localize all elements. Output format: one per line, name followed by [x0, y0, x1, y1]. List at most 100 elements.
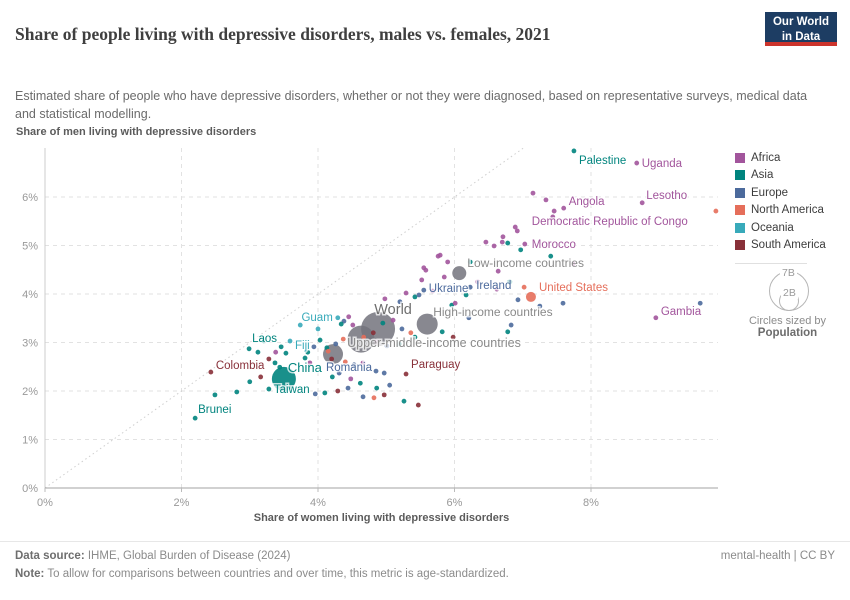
- entity-label-brunei[interactable]: Brunei: [197, 403, 233, 418]
- data-point-romania[interactable]: [373, 368, 379, 374]
- data-point-ukraine[interactable]: [421, 287, 427, 293]
- data-point[interactable]: [325, 348, 331, 354]
- data-point[interactable]: [381, 392, 387, 398]
- data-point[interactable]: [305, 349, 311, 355]
- data-point[interactable]: [518, 247, 524, 253]
- data-point[interactable]: [463, 292, 469, 298]
- data-point[interactable]: [357, 380, 363, 386]
- data-point-low-income-countries[interactable]: [452, 266, 467, 281]
- data-point[interactable]: [423, 267, 429, 273]
- data-point-colombia[interactable]: [208, 369, 214, 375]
- data-point[interactable]: [521, 284, 527, 290]
- data-point[interactable]: [297, 322, 303, 328]
- data-point[interactable]: [312, 391, 318, 397]
- entity-label-taiwan[interactable]: Taiwan: [272, 383, 311, 398]
- data-point[interactable]: [475, 279, 481, 285]
- legend-item-europe[interactable]: Europe: [735, 184, 840, 202]
- data-point[interactable]: [255, 349, 261, 355]
- data-point[interactable]: [697, 300, 703, 306]
- data-point[interactable]: [713, 208, 719, 214]
- entity-label-gambia[interactable]: Gambia: [659, 304, 703, 319]
- data-point[interactable]: [311, 344, 317, 350]
- data-point[interactable]: [537, 303, 543, 309]
- data-point-uganda[interactable]: [634, 160, 640, 166]
- data-point[interactable]: [495, 268, 501, 274]
- data-point[interactable]: [548, 253, 554, 259]
- data-point[interactable]: [361, 334, 367, 340]
- data-point[interactable]: [315, 326, 321, 332]
- data-point[interactable]: [360, 360, 366, 366]
- legend-item-south-america[interactable]: South America: [735, 237, 840, 255]
- entity-label-laos[interactable]: Laos: [251, 331, 279, 346]
- data-point-china[interactable]: [271, 366, 296, 391]
- data-point-angola[interactable]: [561, 205, 567, 211]
- data-point[interactable]: [351, 362, 357, 368]
- data-point[interactable]: [346, 314, 352, 320]
- data-point[interactable]: [452, 300, 458, 306]
- data-point[interactable]: [466, 315, 472, 321]
- data-point[interactable]: [307, 360, 313, 366]
- data-point[interactable]: [302, 355, 308, 361]
- entity-label-fiji[interactable]: Fiji: [294, 339, 312, 354]
- data-point[interactable]: [450, 334, 456, 340]
- data-point[interactable]: [505, 240, 511, 246]
- legend-item-asia[interactable]: Asia: [735, 167, 840, 185]
- data-point[interactable]: [350, 322, 356, 328]
- entity-label-romania[interactable]: Romania: [324, 361, 374, 376]
- data-point[interactable]: [515, 297, 521, 303]
- entity-label-united-states[interactable]: United States: [537, 280, 609, 295]
- data-point[interactable]: [499, 239, 505, 245]
- entity-label-angola[interactable]: Angola: [567, 195, 606, 210]
- data-point[interactable]: [543, 197, 549, 203]
- entity-label-high-income-countries[interactable]: High-income countries: [432, 304, 554, 321]
- entity-label-lesotho[interactable]: Lesotho: [645, 188, 689, 203]
- entity-label-guam[interactable]: Guam: [300, 310, 334, 325]
- data-point[interactable]: [371, 395, 377, 401]
- data-point[interactable]: [266, 356, 272, 362]
- data-point-guam[interactable]: [335, 315, 341, 321]
- entity-label-world[interactable]: World: [373, 300, 414, 319]
- data-point-fiji[interactable]: [287, 338, 293, 344]
- owid-logo[interactable]: Our World in Data: [765, 12, 837, 46]
- data-point[interactable]: [408, 330, 414, 336]
- data-point-laos[interactable]: [246, 346, 252, 352]
- data-point[interactable]: [505, 329, 511, 335]
- entity-label-upper-middle-income-countries[interactable]: Upper-middle-income countries: [346, 335, 523, 352]
- data-point-brunei[interactable]: [192, 415, 198, 421]
- data-point[interactable]: [261, 338, 267, 344]
- data-point-democratic-republic-of-congo[interactable]: [550, 214, 556, 220]
- data-point[interactable]: [412, 294, 418, 300]
- entity-label-ireland[interactable]: Ireland: [475, 279, 513, 294]
- data-point[interactable]: [384, 343, 390, 349]
- legend-item-north-america[interactable]: North America: [735, 202, 840, 220]
- data-point[interactable]: [329, 374, 335, 380]
- data-point[interactable]: [258, 374, 264, 380]
- data-point[interactable]: [360, 394, 366, 400]
- data-point[interactable]: [322, 390, 328, 396]
- data-point[interactable]: [340, 336, 346, 342]
- entity-label-ukraine[interactable]: Ukraine: [427, 282, 470, 297]
- data-point[interactable]: [412, 334, 418, 340]
- scatter-plot[interactable]: 0% 1% 2% 3% 4% 5% 6% 0% 2% 4% 6% 8% Palestine Uganda A…: [0, 0, 850, 540]
- data-point[interactable]: [416, 292, 422, 298]
- data-point[interactable]: [560, 300, 566, 306]
- legend-item-oceania[interactable]: Oceania: [735, 219, 840, 237]
- entity-label-palestine[interactable]: Palestine: [577, 153, 627, 168]
- data-point[interactable]: [419, 277, 425, 283]
- license-link[interactable]: mental-health | CC BY: [720, 550, 835, 562]
- entity-label-colombia[interactable]: Colombia: [214, 359, 266, 374]
- data-point[interactable]: [491, 243, 497, 249]
- data-point[interactable]: [374, 385, 380, 391]
- data-point[interactable]: [345, 385, 351, 391]
- data-point[interactable]: [415, 402, 421, 408]
- data-point[interactable]: [399, 326, 405, 332]
- data-point[interactable]: [329, 356, 335, 362]
- data-point[interactable]: [494, 286, 500, 292]
- data-point-taiwan[interactable]: [266, 386, 272, 392]
- entity-label-low-income-countries[interactable]: Low-income countries: [466, 255, 586, 272]
- entity-label-paraguay[interactable]: Paraguay: [410, 358, 462, 373]
- data-point[interactable]: [445, 259, 451, 265]
- entity-label-morocco[interactable]: Morocco: [530, 238, 577, 253]
- data-point[interactable]: [234, 389, 240, 395]
- data-point[interactable]: [401, 398, 407, 404]
